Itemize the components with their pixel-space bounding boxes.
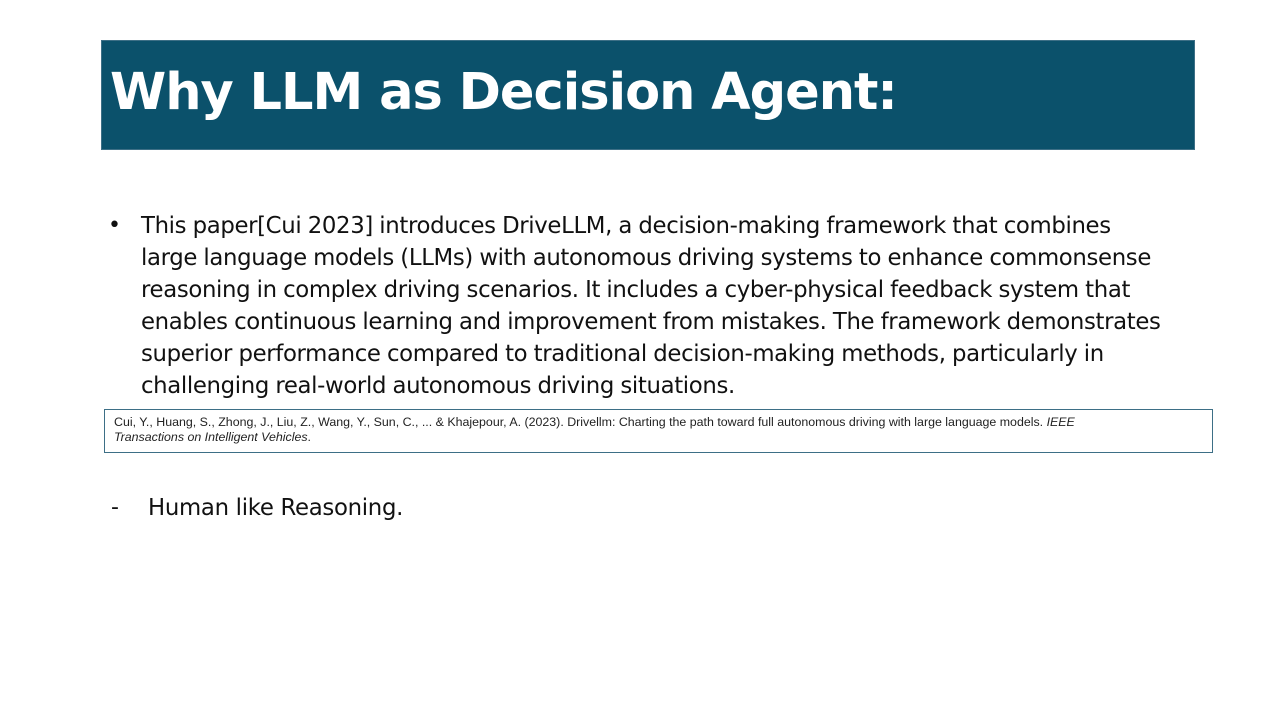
paragraph-line: large language models (LLMs) with autono…	[141, 245, 1152, 271]
title-banner: Why LLM as Decision Agent:	[101, 40, 1195, 150]
bullet-paragraph: This paper[Cui 2023] introduces DriveLLM…	[141, 210, 1209, 402]
paragraph-line: superior performance compared to traditi…	[141, 341, 1104, 367]
slide-title: Why LLM as Decision Agent:	[110, 63, 898, 122]
citation-box: Cui, Y., Huang, S., Zhong, J., Liu, Z., …	[104, 409, 1213, 453]
paragraph-line: This paper[Cui 2023] introduces DriveLLM…	[141, 213, 1111, 239]
paragraph-line: enables continuous learning and improvem…	[141, 309, 1161, 335]
bullet-marker: •	[108, 213, 121, 238]
paragraph-line: reasoning in complex driving scenarios. …	[141, 277, 1131, 303]
citation-authors-title: Cui, Y., Huang, S., Zhong, J., Liu, Z., …	[114, 415, 1047, 429]
dash-marker: -	[111, 495, 119, 520]
paragraph-line: challenging real-world autonomous drivin…	[141, 373, 735, 399]
sub-item-text: Human like Reasoning.	[148, 495, 404, 521]
citation-end: .	[307, 430, 311, 444]
citation-text: Cui, Y., Huang, S., Zhong, J., Liu, Z., …	[114, 415, 1202, 445]
citation-journal-part-2: Transactions on Intelligent Vehicles	[114, 430, 308, 444]
citation-line-2: Transactions on Intelligent Vehicles.	[114, 430, 1202, 445]
citation-journal-part-1: IEEE	[1046, 415, 1075, 429]
citation-line-1: Cui, Y., Huang, S., Zhong, J., Liu, Z., …	[114, 415, 1202, 430]
